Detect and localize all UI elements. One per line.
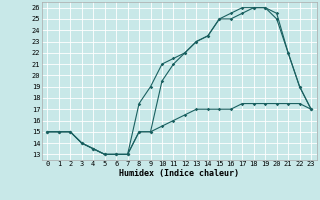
- X-axis label: Humidex (Indice chaleur): Humidex (Indice chaleur): [119, 169, 239, 178]
